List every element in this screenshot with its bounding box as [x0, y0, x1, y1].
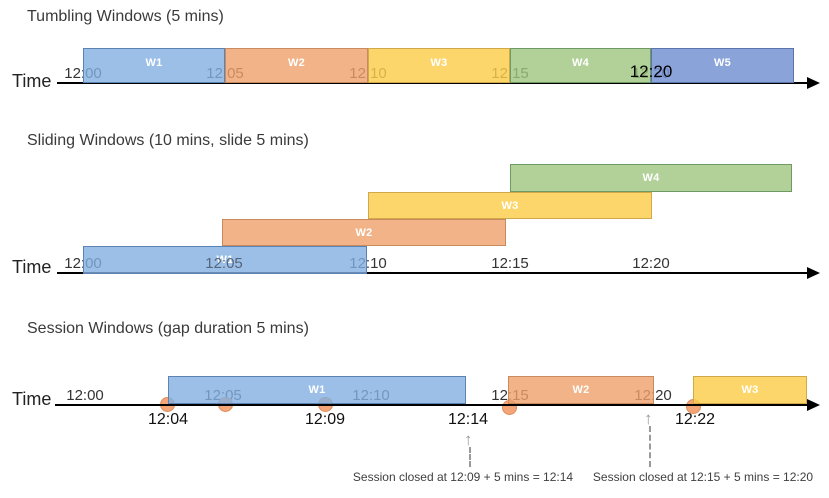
sliding-window-w1: W1 [83, 246, 367, 274]
tumbling-axis [57, 82, 810, 84]
up-arrow-icon [464, 431, 473, 448]
session-tick: 12:00 [66, 387, 104, 404]
window-label: W4 [571, 57, 590, 69]
window-label: W5 [713, 57, 732, 69]
sliding-tick: 12:20 [632, 255, 670, 272]
sliding-window-w4: W4 [510, 164, 792, 192]
close-time-label: 12:14 [447, 411, 489, 428]
sliding-tick: 12:15 [491, 255, 529, 272]
session-title: Session Windows (gap duration 5 mins) [27, 320, 309, 337]
event-time-label: 12:22 [674, 411, 716, 428]
window-label: W1 [308, 384, 326, 396]
session-close-annotation: Session closed at 12:15 + 5 mins = 12:20 [592, 470, 814, 484]
tumbling-title: Tumbling Windows (5 mins) [27, 8, 224, 25]
sliding-axis-arrow-icon [807, 267, 820, 279]
window-label: W1 [216, 254, 234, 266]
session-window-w1: W1 [168, 376, 466, 404]
window-label: W3 [430, 57, 448, 69]
window-label: W3 [501, 199, 519, 212]
tumbling-window-w4: W4 [510, 48, 651, 83]
up-arrow-icon [644, 410, 653, 427]
window-label: W2 [572, 384, 590, 396]
sliding-title: Sliding Windows (10 mins, slide 5 mins) [27, 132, 309, 149]
session-axis-arrow-icon [807, 399, 820, 411]
session-window-w3: W3 [693, 376, 807, 404]
session-time-axis-label: Time [12, 389, 52, 409]
window-label: W3 [741, 384, 759, 396]
sliding-window-w2: W2 [222, 219, 506, 246]
sliding-time-axis-label: Time [12, 257, 52, 277]
sliding-window-w3: W3 [368, 192, 652, 219]
tumbling-window-w1: W1 [83, 48, 225, 83]
tumbling-time-axis-label: Time [12, 71, 52, 91]
sliding-tick: 12:05 [205, 255, 243, 272]
dashed-callout-line [469, 447, 471, 467]
event-time-label: 12:04 [147, 411, 189, 428]
window-label: W2 [287, 57, 306, 69]
session-close-annotation: Session closed at 12:09 + 5 mins = 12:14 [352, 470, 574, 484]
tumbling-window-w3: W3 [368, 48, 510, 83]
session-axis [55, 404, 810, 406]
tumbling-window-w2: W2 [225, 48, 368, 83]
tumbling-axis-arrow-icon [807, 77, 820, 89]
window-label: W1 [145, 57, 163, 69]
window-label: W2 [355, 226, 373, 239]
sliding-axis [57, 272, 810, 274]
event-time-label: 12:09 [304, 411, 346, 428]
tumbling-window-w5: W5 [651, 48, 794, 83]
window-label: W4 [642, 172, 660, 184]
dashed-callout-line [649, 426, 651, 467]
tumbling-tick-emphasized: 12:20 [629, 62, 673, 81]
session-window-w2: W2 [508, 376, 654, 404]
